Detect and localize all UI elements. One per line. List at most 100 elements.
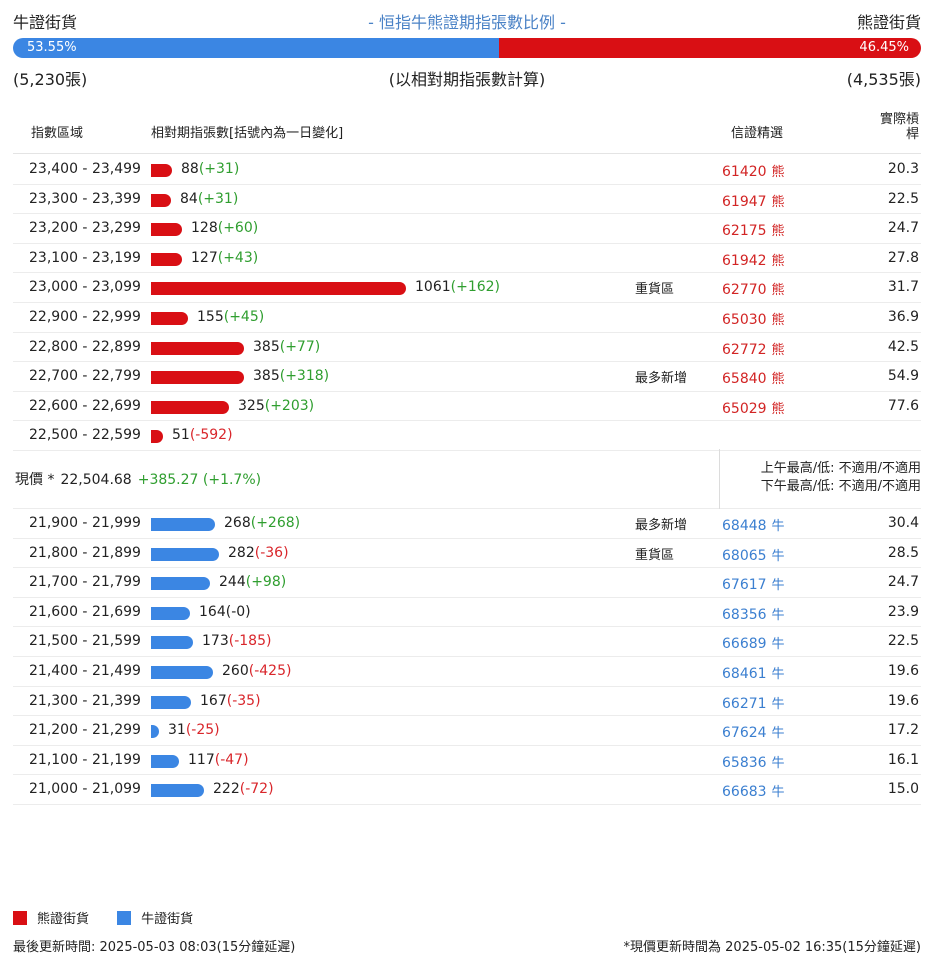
index-range: 23,300 - 23,399 (29, 190, 141, 207)
warrant-link[interactable] (722, 427, 727, 443)
bull-count: (5,230張) (13, 70, 88, 89)
column-header-leverage: 實際槓桿 (879, 112, 919, 142)
bear-table-row: 22,900 - 22,999 155(+45) 65030 熊 36.9 (13, 303, 921, 333)
summary-counts: (5,230張) (以相對期指張數計算) (4,535張) (13, 66, 921, 89)
leverage-value: 42.5 (887, 338, 919, 355)
index-range: 21,100 - 21,199 (29, 751, 141, 768)
warrant-type: 熊 (771, 253, 785, 269)
bear-table-row: 22,800 - 22,899 385(+77) 62772 熊 42.5 (13, 333, 921, 363)
warrant-link[interactable]: 62175 熊 (722, 220, 785, 239)
warrant-type: 熊 (771, 283, 785, 299)
warrant-link[interactable]: 68065 牛 (722, 545, 785, 564)
bull-table-row: 21,100 - 21,199 117(-47) 65836 牛 16.1 (13, 746, 921, 776)
count-number: 84 (180, 190, 198, 207)
warrant-link[interactable]: 65840 熊 (722, 368, 785, 387)
bull-table-row: 21,500 - 21,599 173(-185) 66689 牛 22.5 (13, 627, 921, 657)
count-value: 51(-592) (172, 427, 233, 443)
count-value: 31(-25) (168, 722, 220, 738)
warrant-code: 62772 (722, 341, 767, 358)
warrant-link[interactable]: 65029 熊 (722, 398, 785, 417)
legend-bull-label: 牛證街貨 (141, 912, 194, 927)
bear-table-row: 22,600 - 22,699 325(+203) 65029 熊 77.6 (13, 392, 921, 422)
warrant-link[interactable]: 68356 牛 (722, 604, 785, 623)
bear-count-bar (151, 252, 182, 266)
bull-rows: 21,900 - 21,999 268(+268) 最多新增 68448 牛 30.4 21… (13, 509, 921, 805)
warrant-link[interactable]: 61420 熊 (722, 161, 785, 180)
row-note: 最多新增 (635, 518, 688, 533)
count-number: 127 (191, 249, 218, 266)
index-range: 22,800 - 22,899 (29, 338, 141, 355)
bear-count-bar (151, 311, 188, 325)
count-number: 117 (188, 751, 215, 768)
bear-total-title: 熊證街貨 (856, 13, 921, 32)
warrant-link[interactable]: 66689 牛 (722, 633, 785, 652)
warrant-link[interactable]: 68461 牛 (722, 663, 785, 682)
warrant-code: 61420 (722, 164, 767, 180)
leverage-value: 19.6 (887, 692, 919, 709)
warrant-link[interactable]: 66683 牛 (722, 781, 785, 800)
bear-table-row: 23,100 - 23,199 127(+43) 61942 熊 27.8 (13, 244, 921, 274)
bear-rows: 23,400 - 23,499 88(+31) 61420 熊 20.3 23,300 -… (13, 155, 921, 451)
count-change: (-0) (225, 603, 251, 620)
warrant-link[interactable]: 67624 牛 (722, 722, 785, 741)
bull-count-bar (151, 606, 190, 620)
warrant-link[interactable]: 65030 熊 (722, 309, 785, 328)
warrant-link[interactable]: 62770 熊 (722, 279, 785, 298)
count-value: 325(+203) (238, 398, 314, 414)
count-change: (-425) (248, 662, 292, 679)
warrant-code: 66683 (722, 784, 767, 801)
count-value: 155(+45) (197, 309, 264, 325)
count-number: 173 (202, 633, 229, 650)
count-value: 244(+98) (219, 574, 286, 590)
warrant-link[interactable]: 66271 牛 (722, 693, 785, 712)
warrant-code: 62175 (722, 223, 767, 240)
bear-count-bar (151, 400, 229, 414)
warrant-link[interactable]: 61942 熊 (722, 250, 785, 269)
warrant-code: 68065 (722, 547, 767, 564)
count-number: 268 (224, 515, 251, 531)
warrant-link[interactable]: 62772 熊 (722, 339, 785, 358)
warrant-code: 61947 (722, 193, 767, 210)
index-range: 22,900 - 22,999 (29, 308, 141, 325)
warrant-code: 68356 (722, 606, 767, 623)
index-range: 22,700 - 22,799 (29, 368, 141, 385)
current-price-label: 現價 * (15, 472, 55, 488)
bear-count-bar (151, 164, 172, 177)
bull-count-bar (151, 784, 204, 798)
page-title: - 恒指牛熊證期指張數比例 - (368, 13, 566, 32)
bear-count-bar (151, 282, 406, 296)
count-value: 222(-72) (213, 781, 274, 797)
count-number: 164 (199, 603, 226, 620)
bull-count-bar (151, 754, 179, 768)
count-change: (-35) (226, 692, 261, 709)
index-range: 21,800 - 21,899 (29, 544, 141, 561)
warrant-type: 牛 (771, 755, 785, 771)
index-range: 22,500 - 22,599 (29, 427, 141, 444)
count-change: (+31) (197, 190, 239, 207)
current-price-value: 22,504.68 (60, 472, 132, 488)
count-change: (-47) (214, 751, 249, 768)
bear-count-bar (151, 193, 171, 207)
bull-table-row: 21,800 - 21,899 282(-36) 重貨區 68065 牛 28.5 (13, 539, 921, 569)
count-value: 282(-36) (228, 545, 289, 561)
pm-high-low: 下午最高/低: 不適用/不適用 (760, 479, 921, 494)
warrant-link[interactable]: 65836 牛 (722, 752, 785, 771)
count-change: (+43) (217, 249, 259, 266)
warrant-code: 66689 (722, 636, 767, 653)
warrant-link[interactable]: 61947 熊 (722, 191, 785, 210)
count-change: (-185) (228, 633, 272, 650)
warrant-type: 牛 (771, 785, 785, 801)
warrant-type: 熊 (771, 372, 785, 388)
index-range: 21,200 - 21,299 (29, 722, 141, 739)
warrant-link[interactable]: 68448 牛 (722, 515, 785, 534)
warrant-type: 牛 (771, 696, 785, 712)
warrant-type: 熊 (771, 312, 785, 328)
bull-table-row: 21,300 - 21,399 167(-35) 66271 牛 19.6 (13, 687, 921, 717)
bull-table-row: 21,200 - 21,299 31(-25) 67624 牛 17.2 (13, 716, 921, 746)
count-number: 128 (191, 220, 218, 237)
legend: 熊證街貨 牛證街貨 (13, 908, 193, 927)
warrant-link[interactable]: 67617 牛 (722, 574, 785, 593)
bull-count-bar (151, 695, 191, 709)
warrant-code: 65840 (722, 371, 767, 388)
count-change: (+60) (217, 220, 259, 237)
